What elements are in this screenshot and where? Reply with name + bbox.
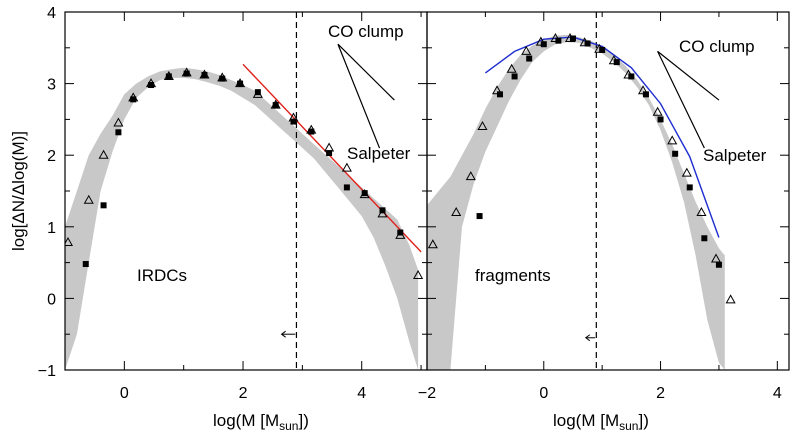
- fragments-triangle-point: [667, 135, 678, 145]
- irdcs-triangle-point: [341, 162, 352, 172]
- irdcs-x-tick-label: 4: [357, 385, 366, 402]
- irdcs-x-tick-label: 2: [239, 385, 248, 402]
- fragments-square-point: [526, 55, 533, 62]
- irdcs-panel-label: IRDCs: [137, 266, 187, 285]
- fragments-x-tick-label: 2: [656, 385, 665, 402]
- irdcs-triangle-point: [98, 149, 109, 159]
- irdcs-square-point: [343, 184, 350, 191]
- fragments-square-point: [569, 35, 576, 42]
- irdcs-square-point: [148, 82, 155, 89]
- irdcs-square-point: [237, 80, 244, 87]
- fragments-triangle-point: [477, 121, 488, 131]
- fragments-square-point: [686, 184, 693, 191]
- fragments-square-point: [476, 213, 483, 220]
- fragments-triangle-point: [521, 45, 532, 55]
- fragments-completeness-arrow: [584, 334, 596, 342]
- irdcs-square-point: [326, 150, 333, 157]
- fragments-square-point: [584, 40, 591, 47]
- irdcs-square-point: [165, 73, 172, 80]
- irdcs-square-point: [100, 202, 107, 209]
- y-tick-label: 2: [47, 148, 56, 165]
- fragments-square-point: [628, 73, 635, 80]
- fragments-x-tick-label: 4: [773, 385, 782, 402]
- irdcs-square-point: [183, 70, 190, 77]
- irdcs-co-clump-slope: [337, 43, 395, 101]
- fragments-co-clump-label: CO clump: [679, 37, 755, 56]
- fragments-square-point: [599, 46, 606, 53]
- irdcs-square-point: [82, 261, 89, 268]
- fragments-square-point: [555, 37, 562, 44]
- irdcs-arrow-head: [280, 330, 286, 338]
- y-tick-label: 0: [47, 291, 56, 308]
- irdcs-square-point: [219, 75, 226, 82]
- fragments-triangle-point: [427, 239, 438, 249]
- fragments-x-tick-label: 0: [539, 385, 548, 402]
- irdcs-square-point: [379, 207, 386, 214]
- y-tick-label: 1: [47, 220, 56, 237]
- irdcs-fit-line: [242, 63, 422, 253]
- irdcs-triangle-point: [65, 237, 74, 247]
- irdcs-panel-plot: [65, 12, 424, 370]
- irdcs-square-point: [361, 190, 368, 197]
- fragments-panel-frame: [426, 11, 790, 371]
- fragments-triangle-point: [465, 171, 476, 181]
- fragments-fit-line: [484, 36, 720, 238]
- fragments-salpeter-slope: [657, 51, 705, 149]
- fragments-square-point: [701, 235, 708, 242]
- fragments-triangle-point: [681, 167, 692, 177]
- irdcs-square-point: [272, 102, 279, 109]
- irdcs-completeness-arrow: [280, 330, 296, 338]
- y-tick-labels: −1 0 1 2 3 4: [38, 5, 56, 380]
- irdcs-triangle-point: [83, 194, 94, 204]
- irdcs-x-axis-title: log(M [Msun]): [213, 411, 309, 433]
- fragments-salpeter-label: Salpeter: [703, 146, 767, 165]
- irdcs-axis-ticks: [64, 11, 427, 371]
- fragments-co-clump-slope: [657, 50, 720, 101]
- fragments-square-point: [657, 116, 664, 123]
- irdcs-square-point: [397, 229, 404, 236]
- irdcs-square-point: [254, 89, 261, 96]
- irdcs-square-point: [130, 96, 137, 103]
- fragments-triangle-point: [725, 294, 736, 304]
- irdcs-co-clump-label: CO clump: [328, 22, 404, 41]
- fragments-confidence-band: [427, 34, 725, 370]
- y-axis-title: log[ΔN/Δlog(M)]: [9, 131, 28, 251]
- y-tick-label: 3: [47, 77, 56, 94]
- fragments-x-axis-title: log(M [Msun]): [553, 411, 649, 433]
- fragments-axis-ticks: [426, 11, 789, 371]
- y-tick-label: 4: [47, 5, 56, 22]
- fragments-triangle-point: [506, 63, 517, 73]
- fragments-square-point: [613, 59, 620, 66]
- fragments-square-point: [496, 91, 503, 98]
- irdcs-salpeter-slope: [337, 43, 381, 149]
- irdcs-x-tick-label: 0: [120, 385, 129, 402]
- irdcs-square-point: [115, 129, 122, 136]
- fragments-triangle-point: [451, 206, 462, 216]
- irdcs-square-point: [201, 72, 208, 79]
- irdcs-square-point: [308, 128, 315, 135]
- fragments-triangle-point: [696, 206, 707, 216]
- fragments-triangle-point: [652, 106, 663, 116]
- fragments-square-point: [642, 91, 649, 98]
- fragments-data-points: [427, 32, 736, 304]
- irdcs-x-tick-labels: 0 2 4: [120, 385, 366, 402]
- irdcs-triangle-point: [413, 269, 424, 279]
- fragments-panel-plot: [427, 12, 736, 370]
- irdcs-square-point: [290, 118, 297, 125]
- y-tick-label: −1: [38, 363, 56, 380]
- fragments-panel-label: fragments: [475, 266, 551, 285]
- irdcs-triangle-point: [113, 117, 124, 127]
- fragments-arrow-head: [584, 334, 591, 342]
- fragments-x-tick-labels: −2 0 2 4: [418, 385, 782, 402]
- irdcs-data-points: [65, 67, 424, 279]
- fragments-square-point: [715, 261, 722, 268]
- fragments-square-point: [511, 73, 518, 80]
- irdcs-triangle-point: [324, 142, 335, 152]
- irdcs-panel-frame: [64, 11, 428, 371]
- fragments-x-tick-label: −2: [418, 385, 436, 402]
- fragments-square-point: [672, 150, 679, 157]
- irdcs-salpeter-label: Salpeter: [347, 144, 411, 163]
- fragments-square-point: [540, 41, 547, 48]
